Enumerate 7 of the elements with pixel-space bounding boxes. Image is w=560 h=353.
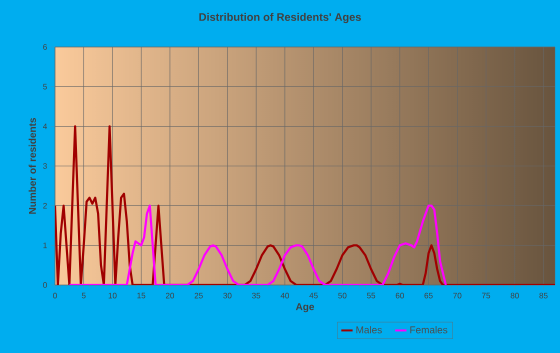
- line-series: [55, 125, 555, 285]
- line-series: [68, 204, 447, 285]
- x-axis-title: Age: [296, 303, 314, 312]
- chart-title: Distribution of Residents' Ages: [199, 12, 361, 24]
- y-axis-title: Number of residents: [28, 118, 36, 214]
- legend-label: Males: [356, 326, 382, 334]
- legend-label: Females: [410, 326, 448, 334]
